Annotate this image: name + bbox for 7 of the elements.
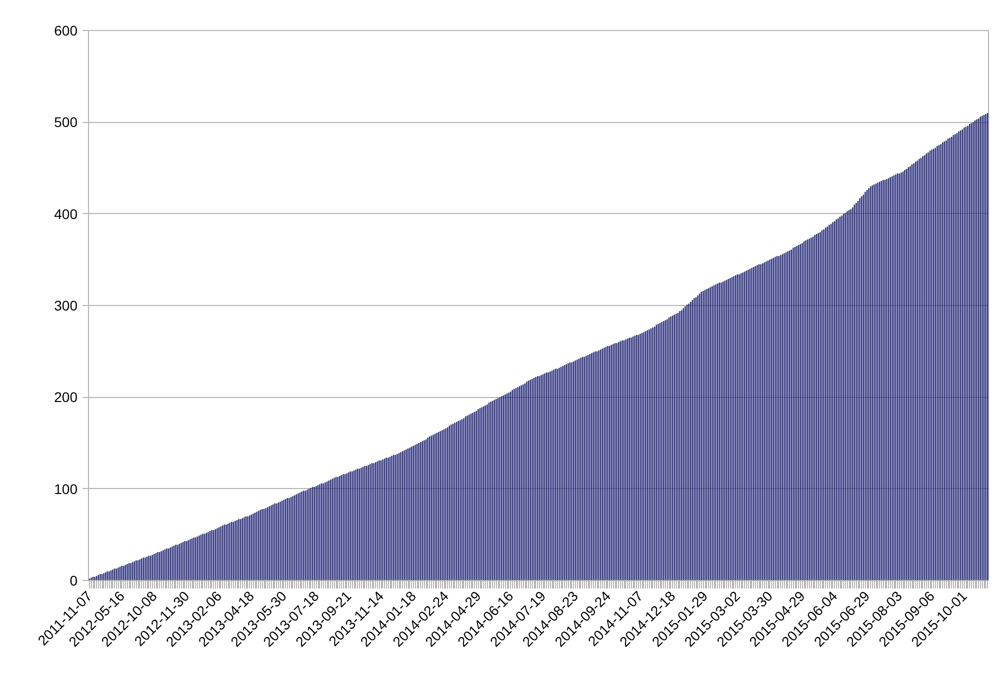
y-tick-label: 0 <box>70 572 78 588</box>
y-tick-label: 200 <box>54 389 78 406</box>
y-tick-label: 300 <box>54 298 78 314</box>
y-tick-label: 600 <box>54 22 78 38</box>
y-tick-label: 100 <box>54 480 78 497</box>
y-tick-label: 400 <box>54 206 78 222</box>
y-tick-label: 500 <box>54 114 78 130</box>
